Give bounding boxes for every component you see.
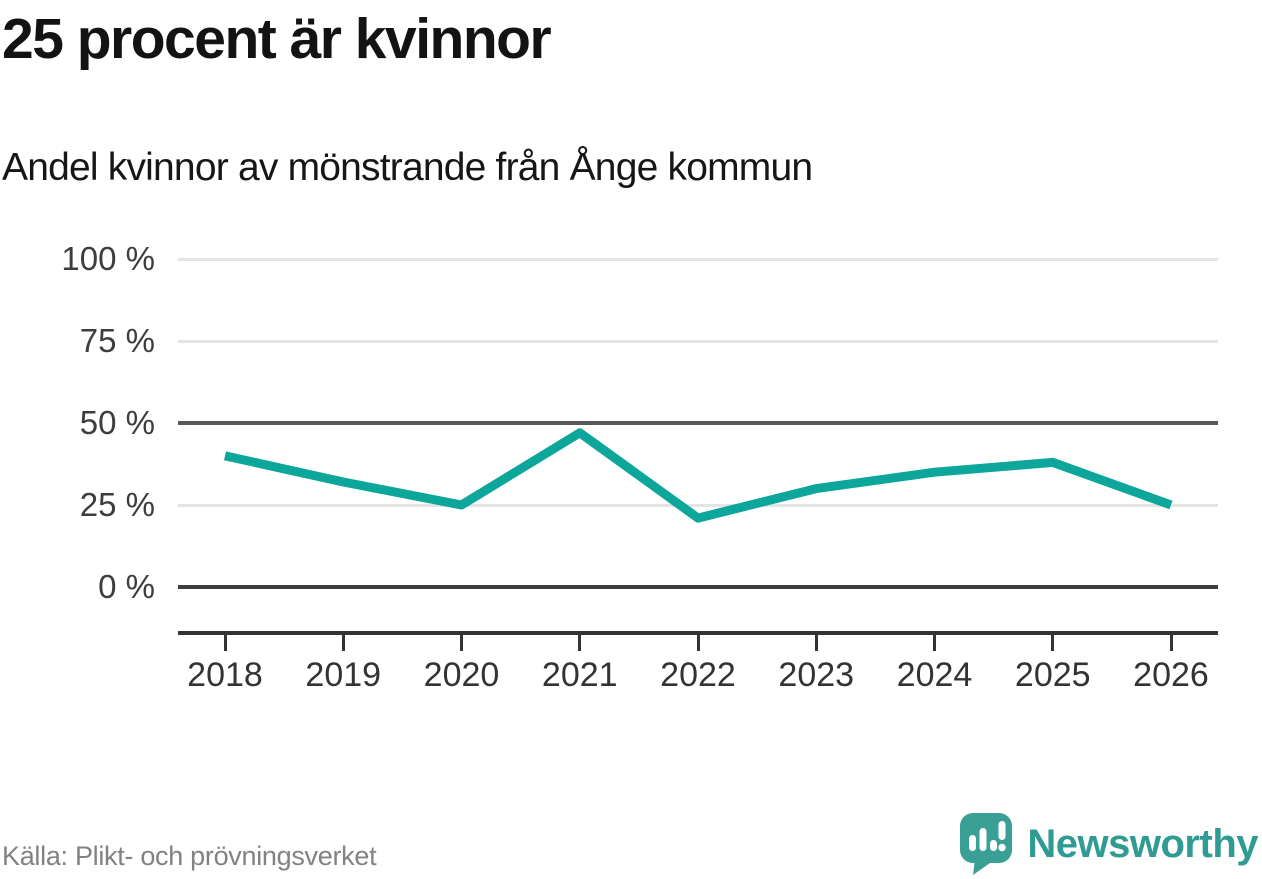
- trend-line: [224, 428, 1173, 523]
- newsworthy-logo-text: Newsworthy: [1027, 822, 1258, 866]
- x-tick-label: 2026: [1133, 656, 1209, 694]
- source-text: Källa: Plikt- och prövningsverket: [2, 841, 377, 871]
- x-tick: [341, 631, 345, 651]
- chart-subtitle: Andel kvinnor av mönstrande från Ånge ko…: [2, 146, 813, 189]
- x-tick: [696, 631, 700, 651]
- x-tick-label: 2023: [778, 656, 855, 694]
- x-tick: [578, 631, 582, 651]
- x-tick-label: 2020: [423, 656, 500, 694]
- x-tick: [814, 631, 818, 651]
- x-tick: [460, 631, 463, 651]
- x-tick: [1051, 631, 1055, 651]
- x-tick: [933, 631, 936, 651]
- bar-1: [969, 835, 977, 851]
- x-tick: [1169, 631, 1173, 651]
- newsworthy-bubble-chart-icon: [960, 813, 1013, 875]
- y-tick-label: 75 %: [79, 322, 155, 359]
- trend-polyline: [224, 428, 1173, 523]
- y-tick-label: 25 %: [79, 486, 155, 523]
- x-tick-label: 2019: [305, 656, 382, 694]
- bar-3: [990, 840, 998, 851]
- gridline-0: [178, 585, 1218, 589]
- exclamation-dot: [998, 843, 1007, 852]
- x-tick-label: 2018: [187, 656, 263, 694]
- gridline-100: [178, 257, 1218, 261]
- gridline-50: [178, 421, 1218, 425]
- gridline-75: [178, 339, 1218, 343]
- x-tick-label: 2024: [896, 656, 973, 694]
- x-tick-label: 2022: [660, 656, 736, 694]
- gridline-25: [178, 503, 1218, 507]
- y-tick-label: 50 %: [79, 404, 155, 441]
- x-tick: [223, 631, 227, 651]
- x-tick-label: 2021: [541, 656, 618, 694]
- y-tick-label: 100 %: [61, 240, 155, 277]
- chart-title: 25 procent är kvinnor: [2, 7, 552, 71]
- y-tick-label: 0 %: [98, 568, 155, 605]
- exclamation-bar: [998, 821, 1006, 840]
- x-tick-label: 2025: [1014, 656, 1091, 694]
- newsworthy-logo: Newsworthy: [960, 813, 1258, 875]
- bar-2: [979, 828, 987, 851]
